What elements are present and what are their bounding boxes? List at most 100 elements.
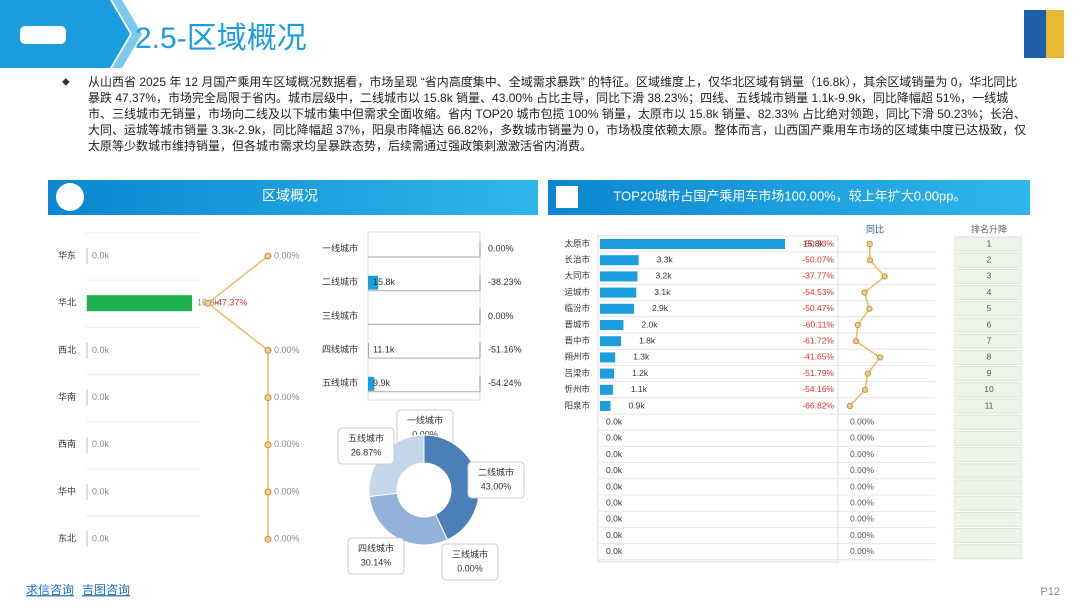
value-label: 0.9k [629, 400, 646, 410]
slice-name: 五线城市 [348, 432, 384, 443]
category-label: 吕梁市 [564, 368, 590, 378]
growth-dot [264, 252, 272, 260]
rank-cell [954, 495, 1022, 511]
growth-label: -50.47% [802, 303, 834, 313]
value-label: 0.0k [606, 481, 623, 491]
growth-dot [866, 240, 873, 248]
bar [600, 384, 613, 395]
growth-label: 0.00% [850, 449, 875, 459]
bar [600, 336, 622, 347]
bar-track [86, 484, 88, 500]
value-label: 1.2k [632, 368, 649, 378]
panel-icon [556, 186, 578, 208]
title: 2.5-区域概况 [135, 22, 307, 55]
growth-label: -54.16% [802, 384, 834, 394]
growth-label: -47.37% [214, 298, 248, 308]
bar-track [86, 248, 88, 264]
panel-icon [56, 183, 84, 211]
value-label: 1.8k [639, 335, 656, 345]
growth-label: 0.00% [850, 465, 875, 475]
footer-link[interactable]: 吉图咨询 [82, 582, 130, 597]
bar [600, 239, 785, 249]
bar [368, 343, 369, 358]
growth-label: 0.00% [850, 497, 875, 507]
callout [441, 543, 499, 581]
bar-track [86, 342, 88, 359]
footer-link[interactable]: 求信咨询 [26, 582, 74, 597]
donut-slice [423, 434, 480, 541]
callout [347, 537, 405, 575]
bar [600, 320, 624, 330]
value-label: 0.0k [606, 449, 623, 459]
growth-label: 0.00% [850, 481, 875, 491]
header-accent [112, 0, 142, 68]
growth-dot [852, 338, 860, 345]
rank-cell [954, 333, 1022, 349]
value-label: 0.0k [606, 416, 623, 426]
bar [600, 368, 615, 379]
donut-slice [368, 434, 425, 497]
value-label: 0.0k [92, 439, 110, 449]
category-label: 阳泉市 [564, 400, 590, 410]
rank-cell [954, 414, 1022, 430]
rank-label: 5 [987, 303, 992, 313]
growth-label: 0.00% [850, 514, 875, 524]
value-label: 0.0k [92, 486, 110, 496]
category-label: 华中 [58, 485, 76, 496]
rank-cell [954, 236, 1022, 252]
rank-label: 3 [987, 271, 992, 281]
growth-dot [264, 346, 272, 354]
bar [600, 255, 639, 266]
page-number: P12 [1040, 586, 1060, 598]
rank-label: 7 [987, 335, 992, 345]
rank-cell [954, 528, 1022, 544]
value-label: 3.1k [654, 287, 671, 297]
value-label: 3.2k [655, 271, 672, 281]
rank-label: 6 [987, 319, 992, 329]
growth-label: -66.82% [802, 400, 834, 410]
category-label: 华南 [58, 391, 76, 402]
growth-label: -51.16% [488, 344, 522, 354]
growth-dot [864, 370, 871, 377]
growth-dot [881, 273, 888, 280]
car-icon [20, 26, 66, 44]
summary: 从山西省 2025 年 12 月国产乘用车区域概况数据看，市场呈现 “省内高度集… [88, 75, 1027, 153]
value-label: 1.3k [633, 352, 650, 362]
rank-cell [954, 252, 1022, 268]
growth-label: -54.53% [802, 287, 834, 297]
growth-label: -61.72% [802, 335, 834, 345]
growth-label: -50.23% [802, 238, 834, 248]
value-label: 0.0k [92, 250, 110, 260]
growth-label: -60.11% [803, 319, 834, 329]
growth-label: 0.00% [488, 243, 514, 253]
growth-label: 0.00% [274, 250, 300, 260]
growth-label: -50.07% [802, 254, 834, 264]
growth-label: 0.00% [850, 546, 875, 556]
growth-dot [846, 402, 853, 410]
category-label: 临汾市 [564, 303, 590, 313]
column-header: 排名升降 [971, 223, 1007, 234]
value-label: 0.0k [606, 530, 623, 540]
rank-label: 1 [987, 238, 992, 248]
category-label: 华北 [58, 297, 76, 308]
growth-dot [866, 257, 874, 264]
value-label: 9.9k [373, 378, 391, 388]
value-label: 0.0k [606, 514, 623, 524]
bar [600, 287, 637, 298]
bar [600, 271, 638, 282]
rank-label: 2 [987, 254, 992, 264]
bar [87, 295, 192, 312]
bar-track [86, 389, 88, 406]
growth-label: -51.79% [802, 368, 834, 378]
rank-label: 8 [987, 352, 992, 362]
category-label: 忻州市 [564, 384, 590, 394]
growth-label: 0.00% [850, 433, 875, 443]
growth-dot [861, 386, 869, 393]
growth-dot [861, 289, 868, 296]
value-label: 11.1k [373, 344, 395, 354]
growth-dot [866, 305, 873, 312]
rank-cell [954, 268, 1022, 284]
category-label: 太原市 [564, 238, 590, 248]
